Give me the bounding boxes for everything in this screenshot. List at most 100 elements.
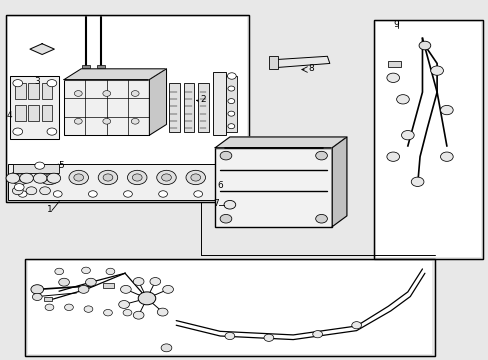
Bar (375, 22, 480, 257)
Bar (215, 148, 331, 226)
Circle shape (224, 201, 235, 209)
Bar (41, 105, 52, 121)
Circle shape (220, 151, 231, 160)
Circle shape (190, 174, 200, 181)
Circle shape (26, 187, 37, 195)
Text: 4: 4 (6, 111, 12, 120)
Circle shape (59, 278, 69, 286)
Circle shape (351, 321, 361, 329)
Circle shape (84, 306, 93, 312)
Bar (28, 83, 39, 99)
Circle shape (123, 191, 132, 197)
Bar (212, 72, 226, 135)
Circle shape (133, 311, 143, 319)
Bar (13, 164, 59, 173)
Circle shape (106, 268, 115, 275)
Circle shape (47, 128, 57, 135)
Bar (10, 76, 59, 139)
Circle shape (74, 91, 82, 96)
Bar (43, 297, 52, 301)
Text: 9: 9 (392, 20, 398, 29)
Circle shape (31, 285, 43, 294)
Circle shape (88, 191, 97, 197)
Circle shape (133, 278, 143, 285)
Circle shape (418, 41, 430, 50)
Circle shape (78, 285, 89, 293)
Circle shape (98, 170, 118, 185)
Bar (25, 259, 434, 356)
Bar (5, 15, 249, 202)
Circle shape (13, 128, 22, 135)
Bar (28, 105, 39, 121)
Circle shape (227, 111, 234, 116)
Circle shape (410, 177, 423, 186)
Circle shape (315, 151, 327, 160)
Circle shape (386, 73, 399, 82)
Circle shape (430, 66, 443, 75)
Bar (25, 259, 434, 356)
Circle shape (396, 95, 408, 104)
Circle shape (81, 267, 90, 274)
Bar (64, 80, 149, 135)
Bar (387, 60, 400, 67)
Circle shape (13, 80, 22, 87)
Bar (373, 21, 483, 259)
Text: 6: 6 (217, 181, 223, 190)
Bar (97, 65, 104, 68)
Circle shape (103, 174, 113, 181)
Circle shape (386, 152, 399, 161)
Polygon shape (149, 69, 166, 135)
Circle shape (440, 152, 452, 161)
Text: 7: 7 (212, 199, 218, 208)
Circle shape (401, 131, 413, 140)
Circle shape (227, 99, 234, 104)
Circle shape (74, 174, 83, 181)
Circle shape (119, 301, 129, 309)
Circle shape (131, 91, 139, 96)
Polygon shape (215, 137, 346, 148)
Polygon shape (271, 56, 329, 68)
Circle shape (35, 162, 44, 169)
Bar (15, 83, 26, 99)
Circle shape (312, 330, 322, 338)
Circle shape (157, 170, 176, 185)
Circle shape (40, 170, 59, 185)
Circle shape (64, 304, 73, 311)
Circle shape (440, 105, 452, 115)
Circle shape (53, 191, 62, 197)
Circle shape (47, 173, 61, 183)
Bar (82, 65, 90, 68)
Circle shape (18, 191, 27, 197)
Circle shape (150, 278, 161, 285)
Circle shape (10, 170, 30, 185)
Bar (8, 17, 246, 200)
Circle shape (14, 184, 24, 191)
Bar (8, 164, 237, 200)
Circle shape (55, 268, 63, 275)
Circle shape (85, 278, 96, 286)
Bar (41, 83, 52, 99)
Circle shape (163, 285, 173, 293)
Polygon shape (30, 44, 54, 54)
Circle shape (220, 215, 231, 223)
Circle shape (44, 174, 54, 181)
Text: 3: 3 (34, 77, 40, 86)
Circle shape (161, 344, 171, 352)
Circle shape (193, 191, 202, 197)
Bar (5, 15, 249, 202)
Circle shape (12, 187, 23, 195)
Bar (27, 261, 431, 354)
Circle shape (227, 86, 234, 91)
Bar (373, 21, 483, 259)
Circle shape (132, 174, 142, 181)
Bar (226, 76, 237, 132)
Circle shape (15, 174, 25, 181)
Circle shape (123, 310, 132, 316)
Circle shape (33, 173, 47, 183)
Circle shape (138, 292, 156, 305)
Bar (15, 105, 26, 121)
Circle shape (127, 170, 147, 185)
Bar (268, 56, 277, 69)
Circle shape (103, 310, 112, 316)
Circle shape (20, 173, 33, 183)
